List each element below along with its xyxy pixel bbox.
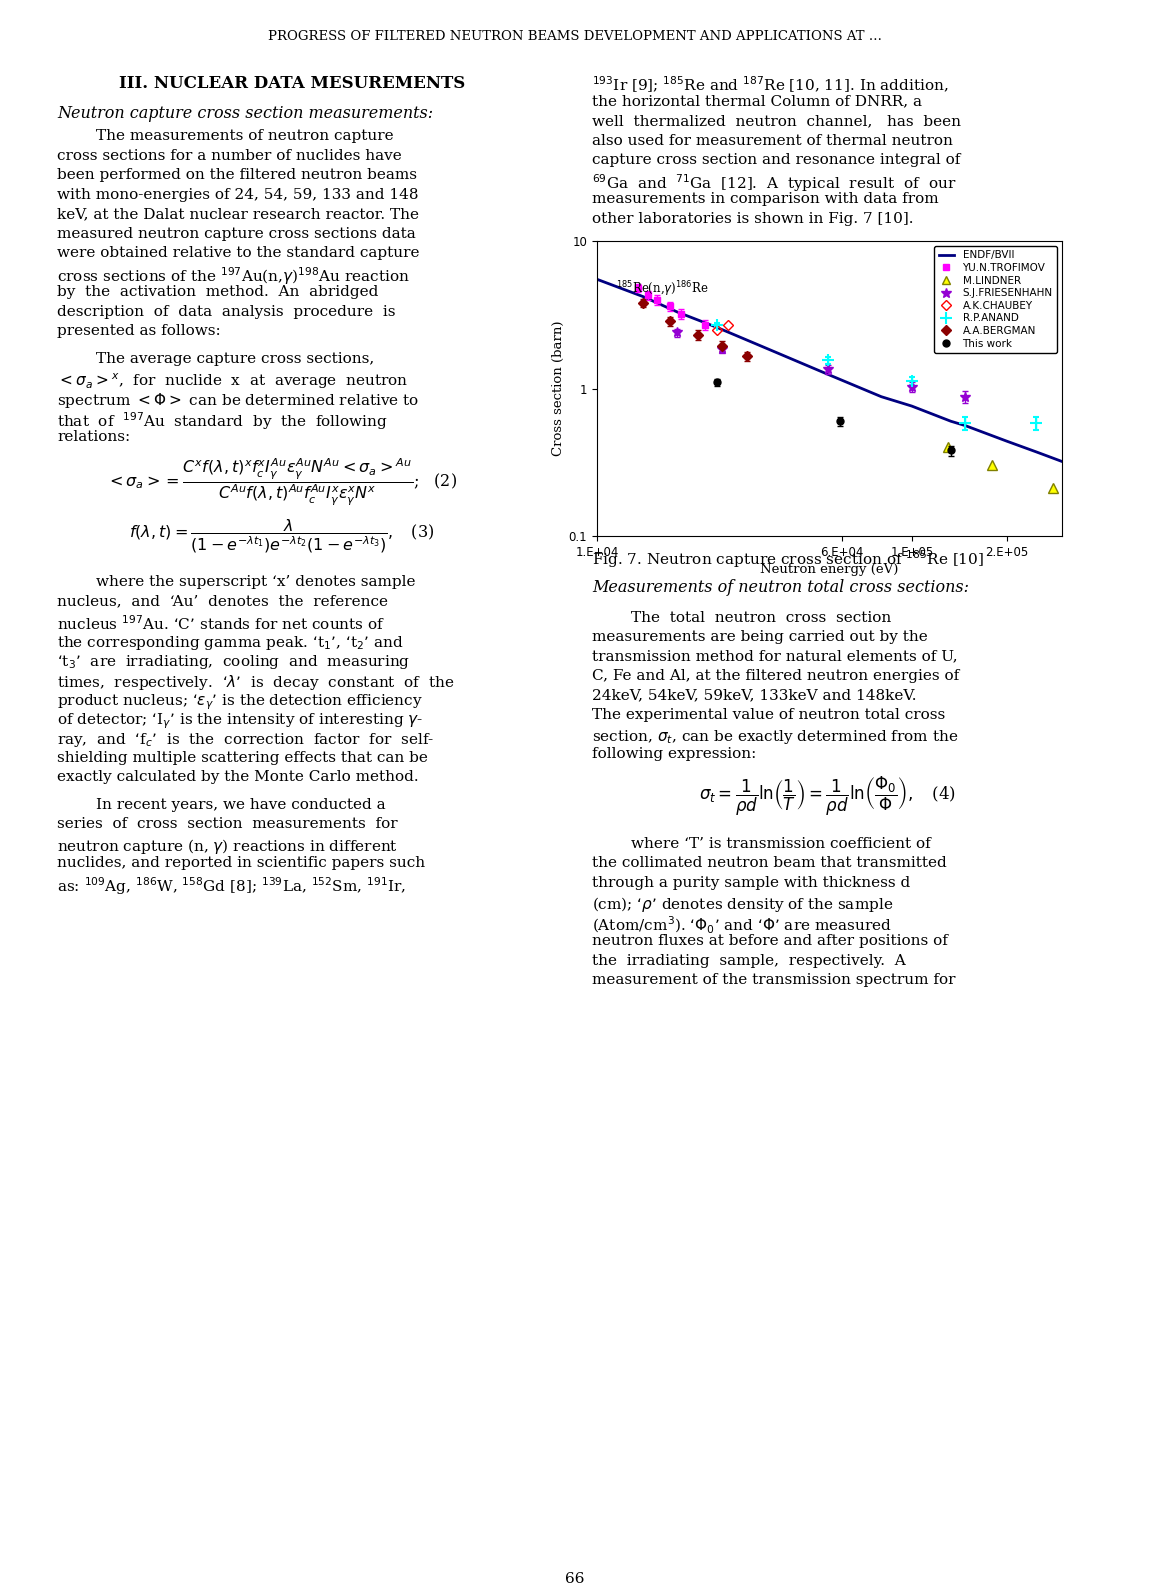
Text: by  the  activation  method.  An  abridged: by the activation method. An abridged (58, 285, 379, 300)
Text: capture cross section and resonance integral of: capture cross section and resonance inte… (592, 153, 960, 167)
ENDF/BVII (875, 387, 889, 406)
Text: neutron capture (n, $\gamma$) reactions in different: neutron capture (n, $\gamma$) reactions … (58, 837, 398, 856)
Text: where the superscript ‘x’ denotes sample: where the superscript ‘x’ denotes sample (58, 575, 416, 590)
Line: M.LINDNER: M.LINDNER (943, 443, 1058, 493)
Text: presented as follows:: presented as follows: (58, 324, 221, 338)
Text: with mono-energies of 24, 54, 59, 133 and 148: with mono-energies of 24, 54, 59, 133 an… (58, 188, 419, 201)
Text: $f(\lambda, t) = \dfrac{\lambda}{(1-e^{-\lambda t_1})e^{-\lambda t_2}(1-e^{-\lam: $f(\lambda, t) = \dfrac{\lambda}{(1-e^{-… (129, 516, 435, 555)
ENDF/BVII (670, 303, 684, 322)
Text: exactly calculated by the Monte Carlo method.: exactly calculated by the Monte Carlo me… (58, 770, 419, 784)
Text: Measurements of neutron total cross sections:: Measurements of neutron total cross sect… (592, 579, 969, 596)
Text: shielding multiple scattering effects that can be: shielding multiple scattering effects th… (58, 751, 428, 765)
Text: the  irradiating  sample,  respectively.  A: the irradiating sample, respectively. A (592, 953, 906, 968)
Text: spectrum $<\Phi>$ can be determined relative to: spectrum $<\Phi>$ can be determined rela… (58, 391, 419, 410)
Text: well  thermalized  neutron  channel,   has  been: well thermalized neutron channel, has be… (592, 115, 961, 128)
Text: The average capture cross sections,: The average capture cross sections, (58, 352, 374, 365)
Text: section, $\sigma_t$, can be exactly determined from the: section, $\sigma_t$, can be exactly dete… (592, 727, 959, 746)
Text: $\sigma_t = \dfrac{1}{\rho d}\ln\!\left(\dfrac{1}{T}\right) = \dfrac{1}{\rho d}\: $\sigma_t = \dfrac{1}{\rho d}\ln\!\left(… (699, 775, 955, 818)
Text: relations:: relations: (58, 429, 130, 443)
Text: also used for measurement of thermal neutron: also used for measurement of thermal neu… (592, 134, 953, 148)
Text: Neutron capture cross section measurements:: Neutron capture cross section measuremen… (58, 105, 433, 123)
Text: ‘t$_3$’  are  irradiating,  cooling  and  measuring: ‘t$_3$’ are irradiating, cooling and mea… (58, 654, 410, 671)
Text: $^{185}$Re(n,$\gamma$)$^{186}$Re: $^{185}$Re(n,$\gamma$)$^{186}$Re (616, 279, 709, 300)
Text: (Atom/cm$^3$). ‘$\Phi_0$’ and ‘$\Phi$’ are measured: (Atom/cm$^3$). ‘$\Phi_0$’ and ‘$\Phi$’ a… (592, 915, 892, 936)
ENDF/BVII (761, 340, 775, 359)
ENDF/BVII (590, 269, 604, 289)
Text: Fig. 7. Neutron capture cross section of $^{185}$Re [10]: Fig. 7. Neutron capture cross section of… (592, 548, 984, 569)
Line: ENDF/BVII: ENDF/BVII (597, 279, 1062, 462)
Text: The measurements of neutron capture: The measurements of neutron capture (58, 129, 394, 143)
ENDF/BVII (637, 287, 650, 306)
Text: C, Fe and Al, at the filtered neutron energies of: C, Fe and Al, at the filtered neutron en… (592, 669, 959, 682)
ENDF/BVII (1030, 443, 1044, 462)
Text: 24keV, 54keV, 59keV, 133keV and 148keV.: 24keV, 54keV, 59keV, 133keV and 148keV. (592, 689, 916, 703)
Text: transmission method for natural elements of U,: transmission method for natural elements… (592, 649, 958, 663)
Text: nucleus $^{197}$Au. ‘C’ stands for net counts of: nucleus $^{197}$Au. ‘C’ stands for net c… (58, 614, 386, 633)
Text: been performed on the filtered neutron beams: been performed on the filtered neutron b… (58, 167, 417, 182)
Text: where ‘T’ is transmission coefficient of: where ‘T’ is transmission coefficient of (592, 837, 931, 851)
Text: keV, at the Dalat nuclear research reactor. The: keV, at the Dalat nuclear research react… (58, 207, 419, 222)
Text: that  of  $^{197}$Au  standard  by  the  following: that of $^{197}$Au standard by the follo… (58, 410, 388, 432)
Text: the horizontal thermal Column of DNRR, a: the horizontal thermal Column of DNRR, a (592, 94, 922, 108)
Text: $<\sigma_a>^x$,  for  nuclide  x  at  average  neutron: $<\sigma_a>^x$, for nuclide x at average… (58, 371, 409, 391)
Text: nuclides, and reported in scientific papers such: nuclides, and reported in scientific pap… (58, 856, 425, 870)
Text: measurements in comparison with data from: measurements in comparison with data fro… (592, 191, 938, 206)
M.LINDNER (985, 454, 999, 473)
Text: measurement of the transmission spectrum for: measurement of the transmission spectrum… (592, 972, 955, 987)
Legend: ENDF/BVII, YU.N.TROFIMOV, M.LINDNER, S.J.FRIESENHAHN, A.K.CHAUBEY, R.P.ANAND, A.: ENDF/BVII, YU.N.TROFIMOV, M.LINDNER, S.J… (935, 245, 1057, 352)
Text: through a purity sample with thickness d: through a purity sample with thickness d (592, 875, 910, 889)
ENDF/BVII (1055, 453, 1069, 472)
Text: the corresponding gamma peak. ‘t$_1$’, ‘t$_2$’ and: the corresponding gamma peak. ‘t$_1$’, ‘… (58, 633, 404, 652)
Text: nucleus,  and  ‘Au’  denotes  the  reference: nucleus, and ‘Au’ denotes the reference (58, 595, 388, 609)
Text: $^{193}$Ir [9]; $^{185}$Re and $^{187}$Re [10, 11]. In addition,: $^{193}$Ir [9]; $^{185}$Re and $^{187}$R… (592, 75, 948, 96)
M.LINDNER (1045, 478, 1059, 497)
Text: 66: 66 (565, 1572, 585, 1586)
ENDF/BVII (944, 411, 958, 430)
Text: ray,  and  ‘f$_c$’  is  the  correction  factor  for  self-: ray, and ‘f$_c$’ is the correction facto… (58, 732, 434, 749)
ENDF/BVII (821, 365, 834, 384)
Text: description  of  data  analysis  procedure  is: description of data analysis procedure i… (58, 304, 396, 319)
Text: neutron fluxes at before and after positions of: neutron fluxes at before and after posit… (592, 934, 948, 948)
Text: series  of  cross  section  measurements  for: series of cross section measurements for (58, 818, 397, 830)
Text: times,  respectively.  ‘$\lambda$’  is  decay  constant  of  the: times, respectively. ‘$\lambda$’ is deca… (58, 673, 455, 692)
Text: PROGRESS OF FILTERED NEUTRON BEAMS DEVELOPMENT AND APPLICATIONS AT …: PROGRESS OF FILTERED NEUTRON BEAMS DEVEL… (268, 30, 882, 43)
Text: following expression:: following expression: (592, 748, 756, 760)
Text: as: $^{109}$Ag, $^{186}$W, $^{158}$Gd [8]; $^{139}$La, $^{152}$Sm, $^{191}$Ir,: as: $^{109}$Ag, $^{186}$W, $^{158}$Gd [8… (58, 875, 406, 897)
Text: measurements are being carried out by the: measurements are being carried out by th… (592, 630, 928, 644)
ENDF/BVII (1000, 432, 1014, 451)
Text: product nucleus; ‘$\varepsilon_{\gamma}$’ is the detection efficiency: product nucleus; ‘$\varepsilon_{\gamma}$… (58, 692, 422, 711)
Text: of detector; ‘I$_{\gamma}$’ is the intensity of interesting $\gamma$-: of detector; ‘I$_{\gamma}$’ is the inten… (58, 711, 424, 732)
ENDF/BVII (959, 416, 973, 435)
Text: cross sections of the $^{197}$Au(n,$\gamma$)$^{198}$Au reaction: cross sections of the $^{197}$Au(n,$\gam… (58, 266, 410, 287)
Text: the collimated neutron beam that transmitted: the collimated neutron beam that transmi… (592, 856, 947, 870)
Text: other laboratories is shown in Fig. 7 [10].: other laboratories is shown in Fig. 7 [1… (592, 212, 914, 225)
Text: The experimental value of neutron total cross: The experimental value of neutron total … (592, 708, 945, 722)
Y-axis label: Cross section (barn): Cross section (barn) (551, 320, 564, 456)
Text: $< \sigma_a >= \dfrac{C^x f(\lambda, t)^x f_c^x I_\gamma^{Au} \varepsilon_\gamma: $< \sigma_a >= \dfrac{C^x f(\lambda, t)^… (106, 457, 458, 508)
Text: The  total  neutron  cross  section: The total neutron cross section (592, 611, 891, 625)
ENDF/BVII (710, 317, 724, 336)
Text: III. NUCLEAR DATA MESUREMENTS: III. NUCLEAR DATA MESUREMENTS (119, 75, 465, 92)
Text: were obtained relative to the standard capture: were obtained relative to the standard c… (58, 245, 419, 260)
Text: (cm); ‘$\rho$’ denotes density of the sample: (cm); ‘$\rho$’ denotes density of the sa… (592, 894, 893, 913)
Text: measured neutron capture cross sections data: measured neutron capture cross sections … (58, 226, 416, 241)
Text: $^{69}$Ga  and  $^{71}$Ga  [12].  A  typical  result  of  our: $^{69}$Ga and $^{71}$Ga [12]. A typical … (592, 172, 956, 194)
Text: cross sections for a number of nuclides have: cross sections for a number of nuclides … (58, 148, 402, 163)
M.LINDNER (940, 438, 954, 457)
Text: In recent years, we have conducted a: In recent years, we have conducted a (58, 797, 386, 811)
X-axis label: Neutron energy (eV): Neutron energy (eV) (761, 563, 899, 575)
ENDF/BVII (905, 397, 918, 416)
